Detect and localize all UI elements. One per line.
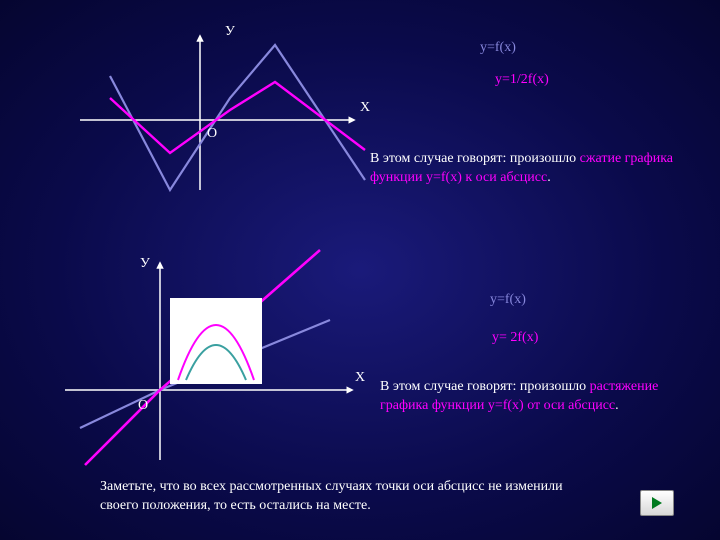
chart2-x-label: Х	[355, 370, 365, 386]
chart2-inset-box	[170, 298, 262, 384]
chart2-svg	[50, 250, 370, 470]
chart1-origin-label: О	[207, 126, 217, 142]
chart1-real	[60, 20, 380, 200]
footer-text: Заметьте, что во всех рассмотренных случ…	[100, 478, 600, 516]
legend2-fx: y=f(x)	[490, 292, 526, 308]
para2-t1: В этом случае говорят: произошло	[380, 379, 590, 394]
legend2-2fx: y= 2f(x)	[492, 330, 538, 346]
legend1-fx: y=f(x)	[480, 40, 516, 56]
chart2-y-label: У	[140, 256, 150, 272]
para1-t3: .	[547, 170, 551, 185]
chart1-purple	[110, 45, 365, 190]
chart1-x-label: Х	[360, 100, 370, 116]
chart2-origin-label: О	[138, 398, 148, 414]
play-triangle-icon	[652, 497, 662, 509]
legend1-halffx: y=1/2f(x)	[495, 72, 549, 88]
para1: В этом случае говорят: произошло сжатие …	[370, 150, 680, 188]
para2: В этом случае говорят: произошло растяже…	[380, 378, 690, 416]
chart1-y-label: У	[225, 24, 235, 40]
next-button[interactable]	[640, 490, 674, 516]
para1-t1: В этом случае говорят: произошло	[370, 151, 580, 166]
chart1-magenta	[110, 82, 365, 153]
para2-t3: .	[615, 398, 619, 413]
